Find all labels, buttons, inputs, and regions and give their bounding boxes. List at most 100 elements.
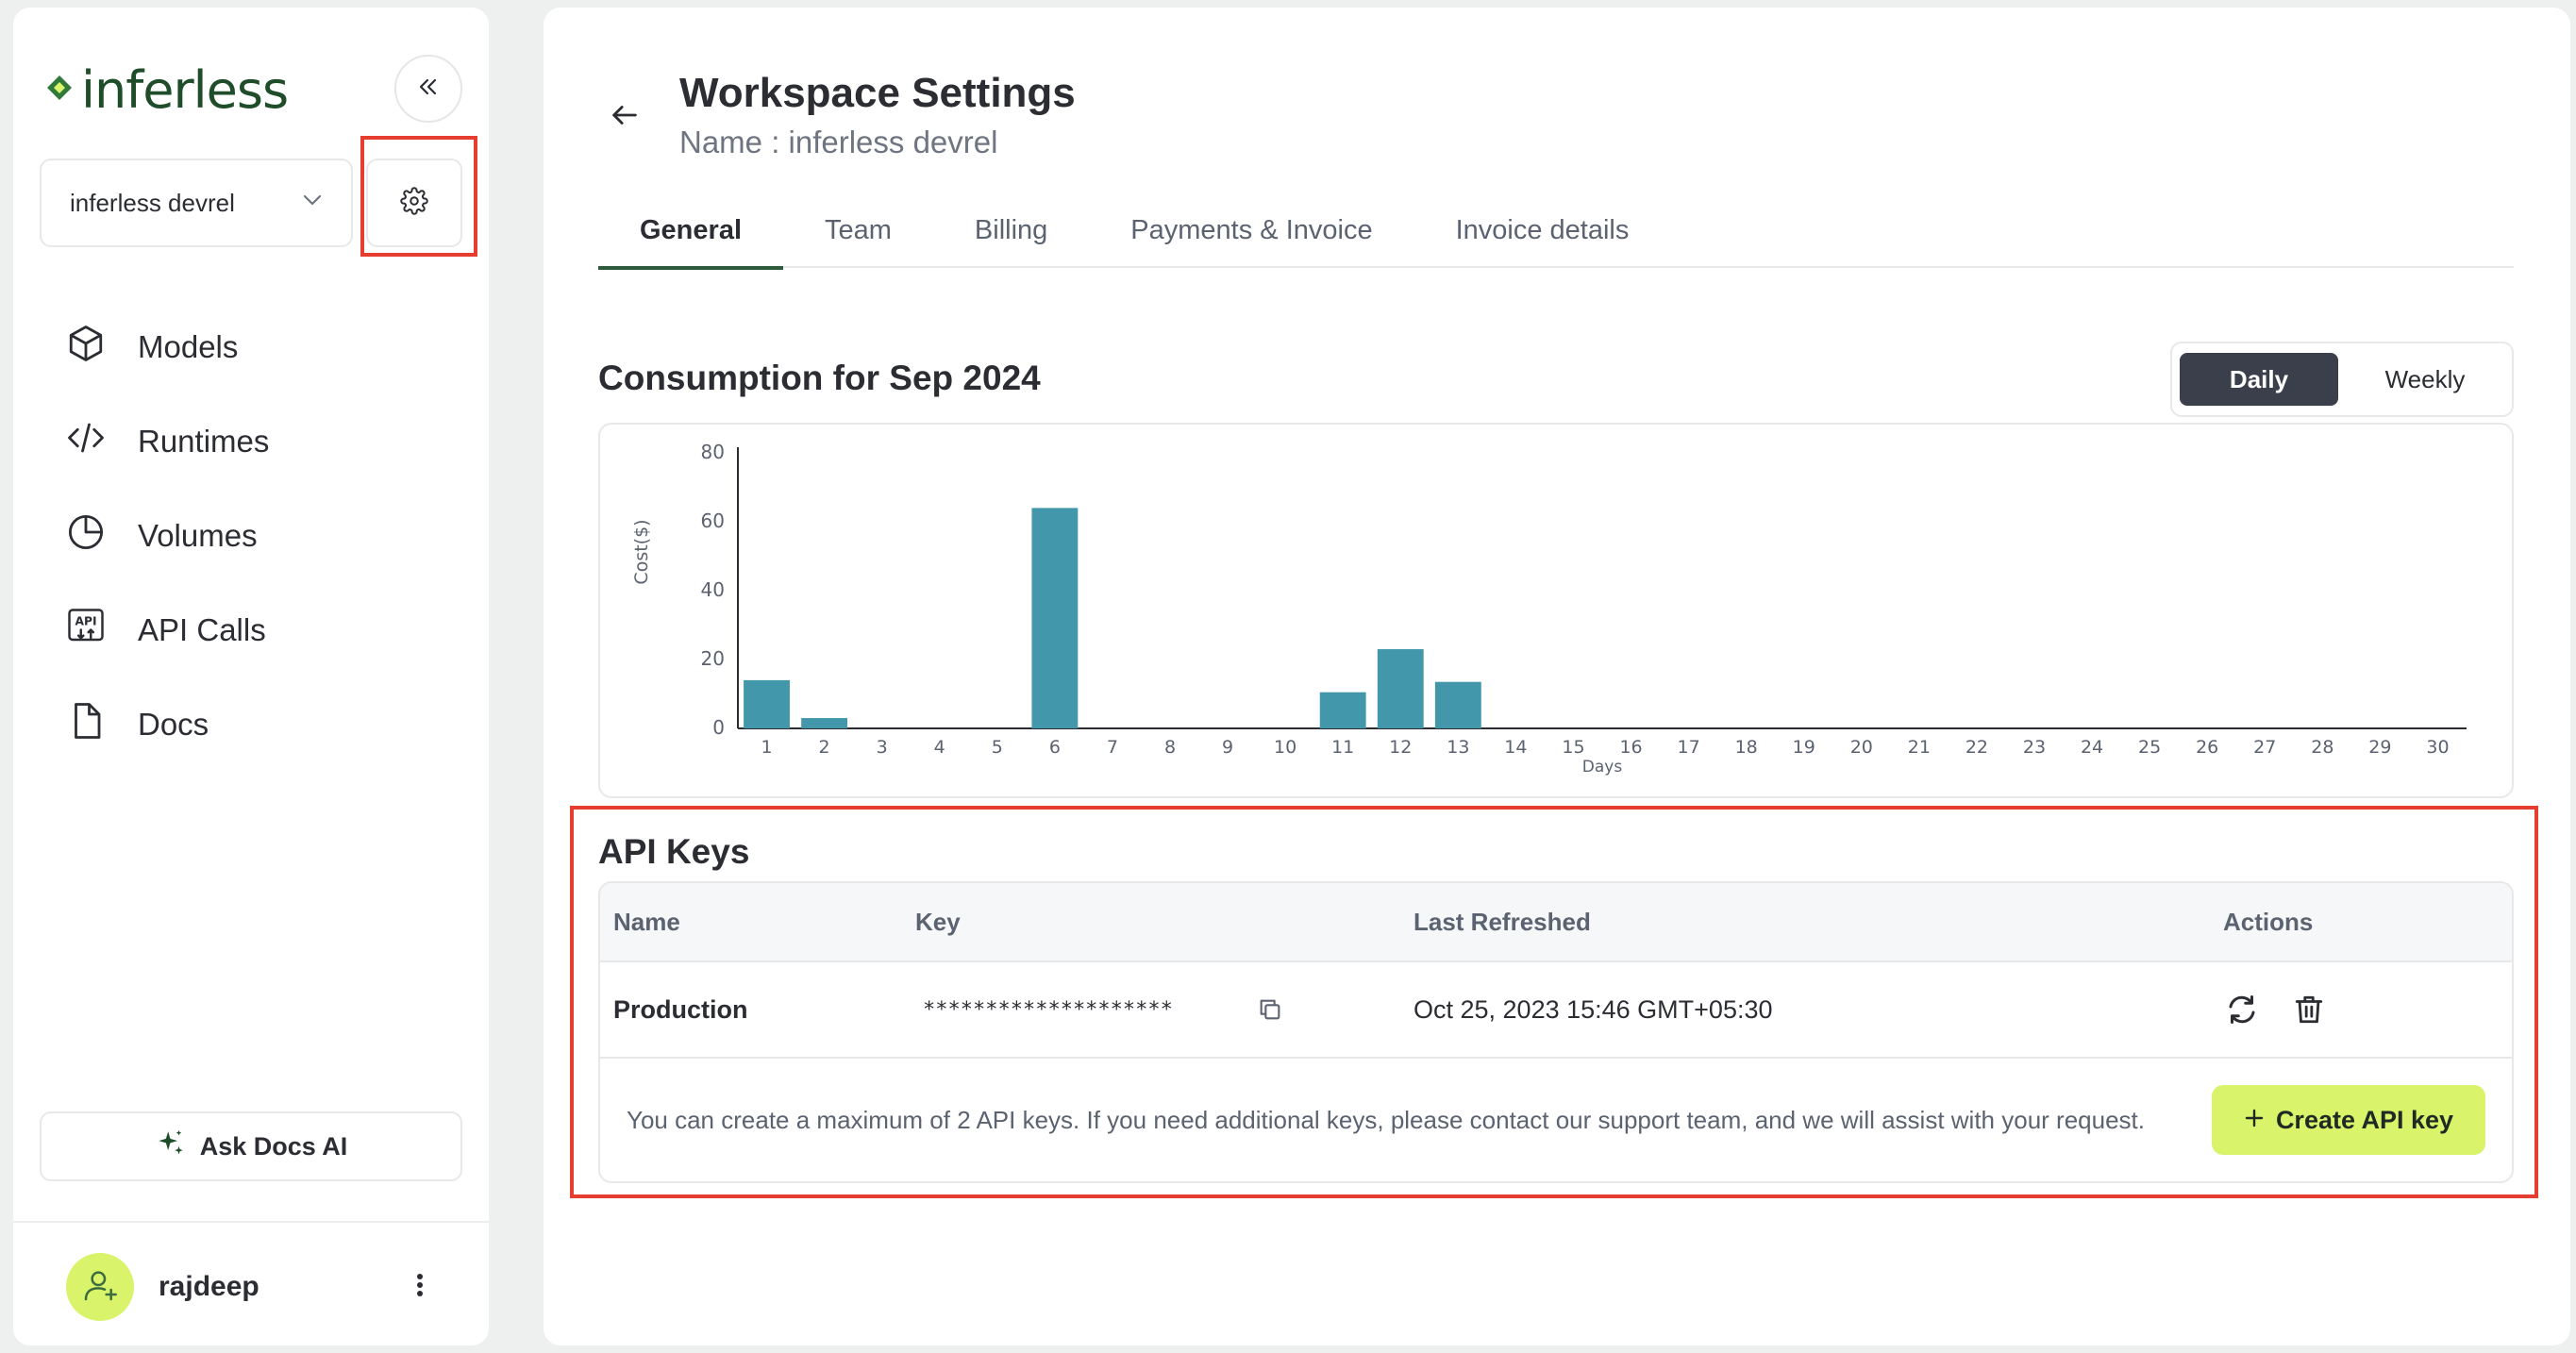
column-header-actions: Actions bbox=[2223, 907, 2314, 936]
api-key-value: ******************** bbox=[923, 997, 1173, 1022]
workspace-select[interactable]: inferless devrel bbox=[40, 159, 353, 247]
x-tick-label: 25 bbox=[2138, 737, 2161, 758]
gear-icon bbox=[400, 186, 428, 220]
x-tick-label: 9 bbox=[1222, 737, 1233, 758]
workspace-settings-button[interactable] bbox=[366, 159, 462, 247]
sidebar-item-docs[interactable]: Docs bbox=[66, 677, 462, 772]
y-tick-label: 60 bbox=[701, 509, 725, 532]
cube-icon bbox=[66, 324, 106, 371]
sidebar-item-label: Models bbox=[138, 329, 239, 364]
x-axis-label: Days bbox=[1582, 758, 1623, 777]
consumption-title: Consumption for Sep 2024 bbox=[598, 359, 1041, 397]
x-tick-label: 13 bbox=[1447, 737, 1469, 758]
sidebar-item-label: Runtimes bbox=[138, 424, 270, 459]
x-tick-label: 6 bbox=[1049, 737, 1061, 758]
main-panel: Workspace Settings Name : inferless devr… bbox=[544, 8, 2570, 1345]
sidebar-item-models[interactable]: Models bbox=[66, 300, 462, 394]
sidebar-item-volumes[interactable]: Volumes bbox=[66, 489, 462, 583]
brand-logo[interactable]: inferless bbox=[45, 57, 289, 123]
x-tick-label: 1 bbox=[761, 737, 772, 758]
collapse-sidebar-button[interactable] bbox=[394, 55, 462, 123]
sparkle-icon bbox=[155, 1128, 187, 1166]
x-tick-label: 21 bbox=[1908, 737, 1931, 758]
table-header: Name Key Last Refreshed Actions bbox=[600, 883, 2512, 962]
x-tick-label: 11 bbox=[1331, 737, 1354, 758]
plus-icon bbox=[2244, 1106, 2265, 1135]
y-axis-label: Cost($) bbox=[631, 519, 652, 584]
x-tick-label: 18 bbox=[1735, 737, 1758, 758]
page-subtitle: Name : inferless devrel bbox=[679, 125, 998, 159]
settings-tabs: General Team Billing Payments & Invoice … bbox=[598, 192, 2514, 270]
table-row: Production ******************** Oct 25, … bbox=[600, 962, 2512, 1059]
tab-payments-invoice[interactable]: Payments & Invoice bbox=[1130, 214, 1373, 245]
logo-diamond-icon bbox=[45, 74, 74, 107]
x-tick-label: 19 bbox=[1793, 737, 1815, 758]
api-keys-title: API Keys bbox=[598, 832, 750, 871]
bar bbox=[1319, 692, 1366, 728]
ask-docs-ai-label: Ask Docs AI bbox=[199, 1131, 348, 1161]
back-button[interactable] bbox=[602, 94, 647, 140]
x-tick-label: 3 bbox=[877, 737, 888, 758]
x-tick-label: 5 bbox=[992, 737, 1003, 758]
x-tick-label: 24 bbox=[2081, 737, 2103, 758]
x-tick-label: 29 bbox=[2368, 737, 2391, 758]
tab-billing[interactable]: Billing bbox=[974, 214, 1048, 245]
x-tick-label: 7 bbox=[1107, 737, 1118, 758]
bar bbox=[1031, 508, 1079, 728]
user-menu-button[interactable] bbox=[406, 1263, 434, 1311]
page-title: Workspace Settings bbox=[679, 70, 1076, 116]
workspace-select-value: inferless devrel bbox=[70, 188, 235, 217]
double-chevron-left-icon bbox=[416, 75, 441, 104]
user-add-icon bbox=[81, 1266, 119, 1309]
tab-general[interactable]: General bbox=[598, 192, 783, 270]
consumption-chart: 0 20 40 60 80 1 2 3 4 5 6 7 8 9 10 11 12 13 14 15 16 17 18 19 20… bbox=[598, 423, 2514, 798]
api-key-last-refreshed: Oct 25, 2023 15:46 GMT+05:30 bbox=[1413, 994, 1773, 1024]
tab-team[interactable]: Team bbox=[825, 214, 892, 245]
create-api-key-label: Create API key bbox=[2275, 1105, 2454, 1134]
x-tick-label: 26 bbox=[2196, 737, 2218, 758]
pie-chart-icon bbox=[66, 512, 106, 560]
y-tick-label: 80 bbox=[701, 441, 725, 463]
y-tick-label: 40 bbox=[701, 578, 725, 601]
avatar[interactable] bbox=[66, 1253, 134, 1321]
api-icon: API bbox=[66, 607, 106, 654]
toggle-daily[interactable]: Daily bbox=[2180, 353, 2338, 406]
chevron-down-icon bbox=[300, 188, 325, 219]
x-tick-label: 12 bbox=[1389, 737, 1412, 758]
api-key-name: Production bbox=[613, 994, 748, 1024]
sidebar-item-runtimes[interactable]: Runtimes bbox=[66, 394, 462, 489]
sidebar: inferless inferless devrel bbox=[13, 8, 489, 1345]
sidebar-item-label: Volumes bbox=[138, 518, 258, 553]
x-tick-label: 22 bbox=[1965, 737, 1988, 758]
x-tick-label: 27 bbox=[2253, 737, 2276, 758]
column-header-last-refreshed: Last Refreshed bbox=[1413, 907, 1591, 936]
x-tick-label: 4 bbox=[934, 737, 945, 758]
sidebar-divider bbox=[13, 1221, 489, 1223]
sidebar-item-api-calls[interactable]: API API Calls bbox=[66, 583, 462, 677]
api-keys-footer: You can create a maximum of 2 API keys. … bbox=[600, 1059, 2512, 1181]
x-tick-label: 2 bbox=[819, 737, 830, 758]
svg-text:API: API bbox=[75, 614, 96, 627]
column-header-name: Name bbox=[613, 907, 680, 936]
x-tick-label: 30 bbox=[2426, 737, 2449, 758]
x-tick-label: 20 bbox=[1850, 737, 1873, 758]
ask-docs-ai-button[interactable]: Ask Docs AI bbox=[40, 1111, 462, 1181]
x-tick-label: 15 bbox=[1562, 737, 1584, 758]
document-icon bbox=[66, 701, 106, 748]
x-tick-label: 16 bbox=[1619, 737, 1642, 758]
arrow-left-icon bbox=[609, 99, 641, 136]
copy-icon bbox=[1257, 962, 1283, 1057]
x-tick-label: 23 bbox=[2023, 737, 2046, 758]
create-api-key-button[interactable]: Create API key bbox=[2212, 1085, 2485, 1155]
sidebar-item-label: Docs bbox=[138, 707, 209, 742]
toggle-weekly[interactable]: Weekly bbox=[2384, 364, 2466, 393]
api-keys-table: Name Key Last Refreshed Actions Producti… bbox=[598, 881, 2514, 1183]
tab-invoice-details[interactable]: Invoice details bbox=[1455, 214, 1630, 245]
sidebar-nav: Models Runtimes Volumes API bbox=[66, 300, 462, 772]
period-toggle: Daily Weekly bbox=[2170, 342, 2514, 417]
user-profile: rajdeep bbox=[66, 1249, 462, 1325]
kebab-menu-icon bbox=[416, 1273, 424, 1302]
y-tick-label: 20 bbox=[701, 647, 725, 670]
column-header-key: Key bbox=[915, 907, 961, 936]
